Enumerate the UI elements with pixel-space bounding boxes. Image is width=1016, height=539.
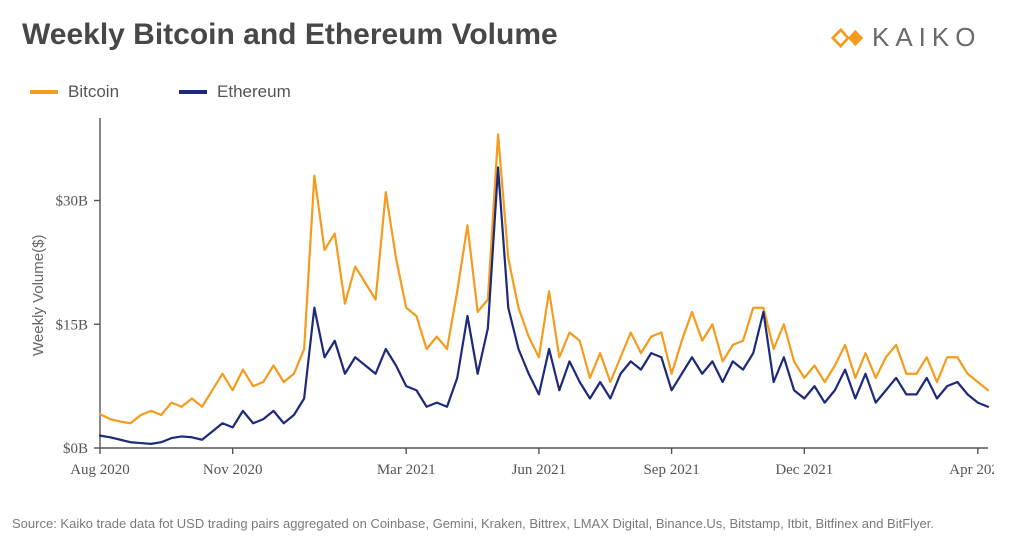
y-tick-label: $0B: [63, 441, 88, 457]
legend-label-ethereum: Ethereum: [217, 82, 291, 102]
y-axis-label: Weekly Volume($): [30, 234, 47, 355]
y-tick-label: $30B: [55, 194, 88, 210]
kaiko-logo-icon: [830, 25, 866, 51]
legend-label-bitcoin: Bitcoin: [68, 82, 119, 102]
x-tick-label: Aug 2020: [70, 462, 130, 478]
legend-item-ethereum: Ethereum: [179, 82, 291, 102]
kaiko-logo-text: KAIKO: [872, 22, 981, 53]
chart-title: Weekly Bitcoin and Ethereum Volume: [22, 18, 558, 52]
x-tick-label: Jun 2021: [512, 462, 567, 478]
x-tick-label: Nov 2020: [203, 462, 263, 478]
series-bitcoin: [100, 135, 988, 424]
legend-swatch-bitcoin: [30, 90, 58, 94]
x-tick-label: Mar 2021: [377, 462, 436, 478]
chart-legend: Bitcoin Ethereum: [30, 82, 291, 102]
series-ethereum: [100, 168, 988, 444]
legend-swatch-ethereum: [179, 90, 207, 94]
x-tick-label: Sep 2021: [643, 462, 699, 478]
x-tick-label: Dec 2021: [775, 462, 833, 478]
kaiko-logo: KAIKO: [830, 22, 981, 53]
y-tick-label: $15B: [55, 317, 88, 333]
legend-item-bitcoin: Bitcoin: [30, 82, 119, 102]
volume-line-chart: $0B $15B $30B Aug 2020 Nov 2020 Mar 2021 Jun 2…: [45, 112, 994, 498]
source-footnote: Source: Kaiko trade data fot USD trading…: [12, 516, 934, 531]
x-tick-label: Apr 2022: [949, 462, 994, 478]
